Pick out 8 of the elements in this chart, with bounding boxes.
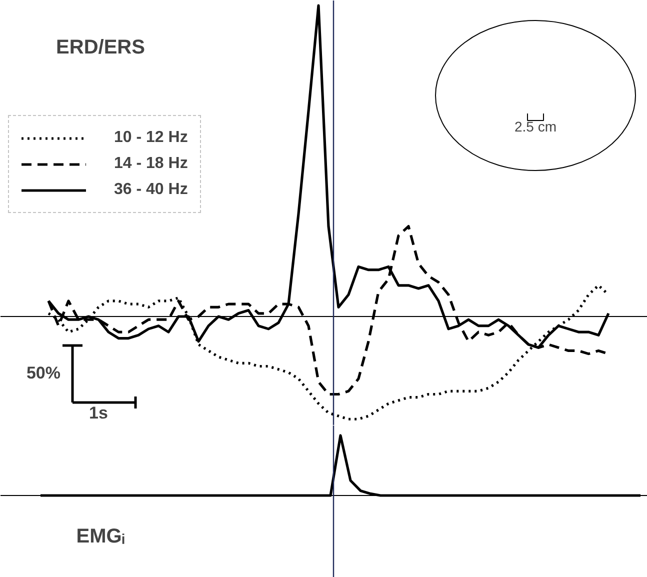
text: ERD/ERS [56, 36, 145, 58]
annotation: 50% [26, 364, 61, 382]
annotation: 1s [89, 404, 108, 422]
legend-label: 10 - 12 Hz [114, 129, 188, 147]
annotation: 2.5 cm [514, 118, 557, 134]
text: EMGᵢ [76, 526, 125, 548]
legend-label: 36 - 40 Hz [114, 181, 188, 199]
legend-label: 14 - 18 Hz [114, 155, 188, 173]
